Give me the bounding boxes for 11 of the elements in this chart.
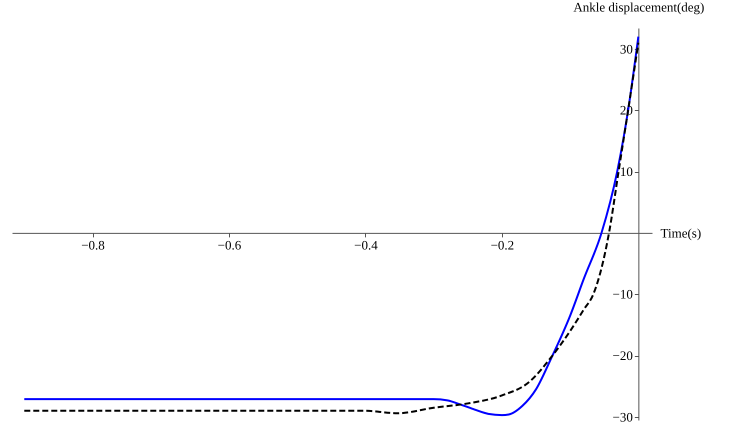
x-tick-label: −0.6 — [218, 237, 242, 252]
y-tick-label: −30 — [612, 409, 633, 424]
x-tick-label: −0.2 — [490, 237, 514, 252]
y-tick-label: 30 — [620, 41, 633, 56]
y-tick-label: −20 — [612, 348, 633, 364]
x-tick-label: −0.4 — [354, 237, 378, 252]
y-tick-label: −10 — [612, 286, 633, 302]
y-axis-title: Ankle displacement(deg) — [573, 0, 704, 14]
y-tick-label: 10 — [620, 164, 633, 180]
x-tick-label: −0.8 — [81, 237, 105, 252]
x-axis-title: Time(s) — [660, 225, 702, 240]
